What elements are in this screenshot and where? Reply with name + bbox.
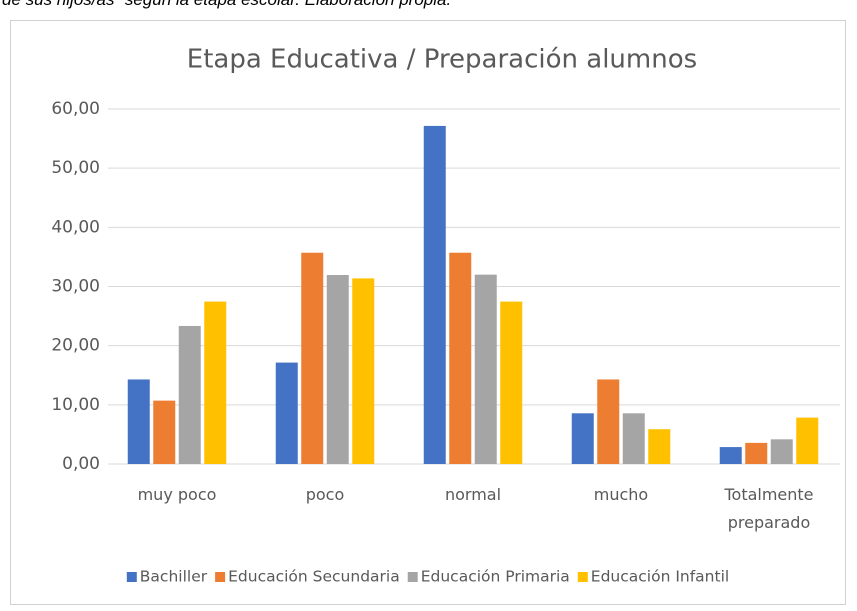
bar: [770, 439, 793, 464]
y-tick-label: 10,00: [51, 395, 100, 415]
chart-frame: [10, 20, 846, 605]
bar: [423, 125, 446, 465]
legend-swatch: [577, 572, 588, 582]
bar: [474, 274, 497, 464]
bar: [622, 413, 645, 464]
x-tick-label: normal: [444, 485, 502, 504]
bar: [301, 252, 324, 464]
bar: [449, 252, 472, 464]
y-tick-label: 50,00: [51, 158, 100, 178]
x-tick-label: muy poco: [137, 485, 217, 504]
bar: [178, 325, 201, 464]
x-tick-label: poco: [305, 485, 345, 504]
x-tick-label: mucho: [593, 485, 649, 504]
legend-swatch: [215, 572, 226, 582]
legend-label: Educación Primaria: [421, 568, 570, 586]
bar: [597, 379, 620, 464]
bar: [571, 413, 594, 464]
bar: [648, 429, 671, 464]
y-tick-label: 0,00: [62, 454, 100, 474]
y-tick-label: 30,00: [51, 277, 100, 297]
legend-swatch: [126, 572, 137, 582]
legend-label: Bachiller: [140, 568, 208, 586]
legend-label: Educación Infantil: [591, 568, 729, 586]
chart-title: Etapa Educativa / Preparación alumnos: [187, 45, 697, 75]
bar: [796, 417, 819, 464]
legend-label: Educación Secundaria: [228, 568, 400, 586]
bar: [275, 362, 298, 464]
legend: Bachiller Educación Secundaria Educación P…: [126, 568, 729, 586]
bar: [352, 278, 375, 464]
bar: [745, 442, 768, 464]
x-tick-label: Totalmente preparado: [724, 485, 814, 532]
y-tick-label: 20,00: [51, 336, 100, 356]
bar: [153, 400, 176, 464]
legend-swatch: [407, 572, 418, 582]
bar: [500, 301, 523, 464]
bar: [204, 301, 227, 464]
bar: [326, 275, 349, 464]
bar: [719, 447, 742, 464]
y-tick-label: 40,00: [51, 217, 100, 237]
caption: de sus hijos/as” según la etapa escolar.…: [2, 0, 451, 10]
y-tick-label: 60,00: [51, 99, 100, 119]
bar: [127, 379, 150, 464]
